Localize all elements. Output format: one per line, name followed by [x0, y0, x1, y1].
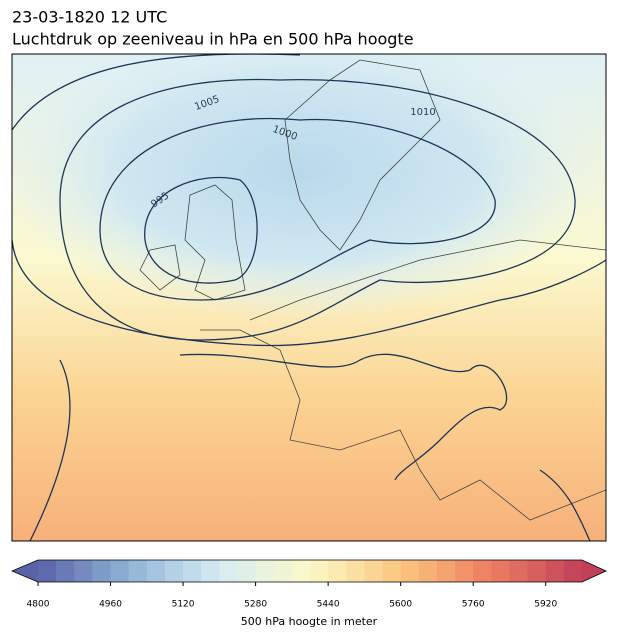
colorbar-band [237, 560, 257, 582]
isobar [144, 176, 258, 284]
colorbar-band [291, 560, 311, 582]
colorbar-band [328, 560, 347, 582]
colorbar-band [455, 560, 474, 582]
colorbar-band [110, 560, 130, 582]
colorbar-band [527, 560, 547, 582]
map: 1005 1000 995 1010 [12, 54, 606, 541]
colorbar-label: 500 hPa hoogte in meter [241, 615, 378, 628]
isobar [12, 54, 606, 347]
colorbar-tick-label: 5920 [534, 600, 557, 610]
colorbar-tick-label: 4800 [27, 600, 50, 610]
colorbar-band [382, 560, 402, 582]
colorbar-band [255, 560, 275, 582]
colorbar-band [509, 560, 529, 582]
colorbar-band [38, 560, 57, 582]
colorbar-extend-high [582, 560, 606, 582]
colorbar-band [491, 560, 510, 582]
colorbar-band [128, 560, 148, 582]
title: 23-03-1820 12 UTC [12, 8, 167, 27]
colorbar-band [310, 560, 329, 582]
colorbar-outline [10, 559, 607, 583]
colorbar-tick-label: 5440 [317, 600, 340, 610]
colorbar-band [164, 560, 184, 582]
colorbar-band [418, 560, 438, 582]
colorbar-extend-low [12, 560, 38, 582]
colorbar-tick-label: 5760 [462, 600, 485, 610]
colorbar-tick-label: 5600 [389, 600, 412, 610]
colorbar-band [346, 560, 365, 582]
isobar [29, 353, 591, 541]
coastline [139, 59, 606, 521]
colorbar-band [183, 560, 202, 582]
colorbar-band [400, 560, 420, 582]
colorbar-band [563, 560, 583, 582]
colorbar-tick-label: 5120 [172, 600, 195, 610]
colorbar-band [146, 560, 166, 582]
colorbar-band [436, 560, 456, 582]
colorbar-band [74, 560, 93, 582]
colorbar-band [201, 560, 220, 582]
colorbar: 4800 4960 5120 5280 5440 5600 5760 5920 [10, 559, 607, 610]
colorbar-tick-label: 5280 [244, 600, 267, 610]
contour-label: 1010 [410, 107, 435, 118]
isobar [99, 117, 496, 301]
colorbar-band [473, 560, 492, 582]
map-frame [11, 53, 607, 542]
colorbar-band [273, 560, 293, 582]
subtitle: Luchtdruk op zeeniveau in hPa en 500 hPa… [12, 30, 414, 49]
colorbar-band [219, 560, 238, 582]
colorbar-tick-label: 4960 [99, 600, 122, 610]
colorbar-band [56, 560, 75, 582]
colorbar-band [545, 560, 565, 582]
colorbar-band [364, 560, 384, 582]
colorbar-band [92, 560, 112, 582]
